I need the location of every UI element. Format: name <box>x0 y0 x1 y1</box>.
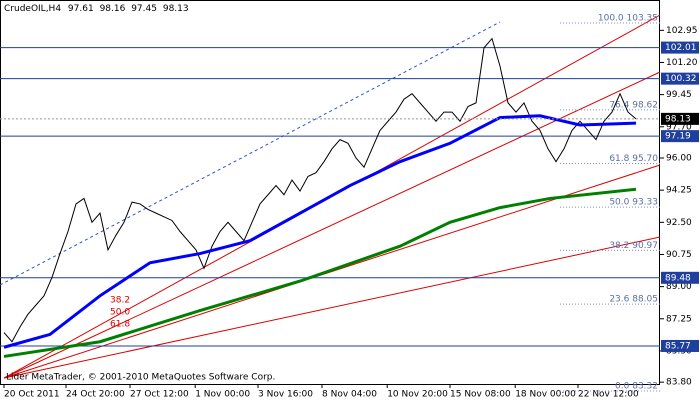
h-line-label: 100.32 <box>665 74 697 84</box>
current-price-tag <box>661 112 699 125</box>
x-tick-label: 1 Nov 00:00 <box>195 390 250 400</box>
current-price-label: 98.13 <box>665 114 691 124</box>
h-line-tag <box>661 41 699 54</box>
plot-frame <box>0 0 660 385</box>
y-tick-label: 97.70 <box>666 122 692 132</box>
x-tick-label: 18 Nov 00:00 <box>515 390 576 400</box>
series-line <box>3 114 637 349</box>
fan-label: 38.2 <box>110 296 130 306</box>
series-line <box>3 187 637 358</box>
fib-label: 61.8 95.70 <box>609 154 658 164</box>
series-line <box>3 37 637 343</box>
x-tick-label: 8 Nov 04:00 <box>322 390 377 400</box>
x-tick-label: 10 Nov 20:00 <box>387 390 448 400</box>
h-line-tag <box>661 130 699 143</box>
h-line-label: 89.48 <box>665 273 691 283</box>
fib-label: 50.0 93.33 <box>609 198 658 208</box>
h-line-label: 102.01 <box>665 43 697 53</box>
chart-header: CrudeOIL,H4 97.61 98.16 97.45 98.13 <box>4 4 189 14</box>
x-tick-label: 22 Nov 12:00 <box>578 390 639 400</box>
symbol: CrudeOIL,H4 <box>4 4 61 14</box>
x-tick-label: 3 Nov 16:00 <box>258 390 313 400</box>
x-tick-label: 27 Oct 12:00 <box>130 390 189 400</box>
x-tick-label: 15 Nov 08:00 <box>450 390 511 400</box>
trend-line <box>0 21 501 286</box>
y-tick-label: 94.25 <box>666 186 692 196</box>
fan-label: 50.0 <box>110 308 130 318</box>
fan-line <box>3 71 661 379</box>
x-tick-label: 20 Oct 2011 <box>4 390 60 400</box>
y-tick-label: 92.50 <box>666 218 692 228</box>
y-tick-label: 101.20 <box>666 58 698 68</box>
h-line-label: 97.19 <box>665 132 691 142</box>
fib-label: 38.2 90.97 <box>609 241 658 251</box>
h-line-tag <box>661 339 699 352</box>
x-tick-label: 24 Oct 20:00 <box>66 390 125 400</box>
fib-label: 23.6 88.05 <box>609 295 658 305</box>
y-tick-label: 87.25 <box>666 314 692 324</box>
y-tick-label: 96.00 <box>666 154 692 164</box>
fan-line <box>3 236 661 379</box>
close: 98.13 <box>163 4 189 14</box>
fan-label: 61.8 <box>110 320 130 330</box>
low: 97.45 <box>131 4 157 14</box>
h-line-tag <box>661 271 699 284</box>
h-line-label: 85.77 <box>665 341 691 351</box>
open: 97.61 <box>68 4 94 14</box>
y-tick-label: 99.45 <box>666 90 692 100</box>
y-tick-label: 90.75 <box>666 250 692 260</box>
fib-label: 0.0 83.32 <box>615 381 658 391</box>
footer: Lider MetaTrader, © 2001-2010 MetaQuotes… <box>6 373 275 383</box>
y-tick-label: 83.80 <box>666 378 692 388</box>
y-tick-label: 89.00 <box>666 282 692 292</box>
fib-label: 100.0 103.35 <box>598 13 658 23</box>
h-line-tag <box>661 72 699 85</box>
y-tick-label: 102.95 <box>666 26 698 36</box>
fib-label: 76.4 98.62 <box>609 100 658 110</box>
high: 98.16 <box>100 4 126 14</box>
